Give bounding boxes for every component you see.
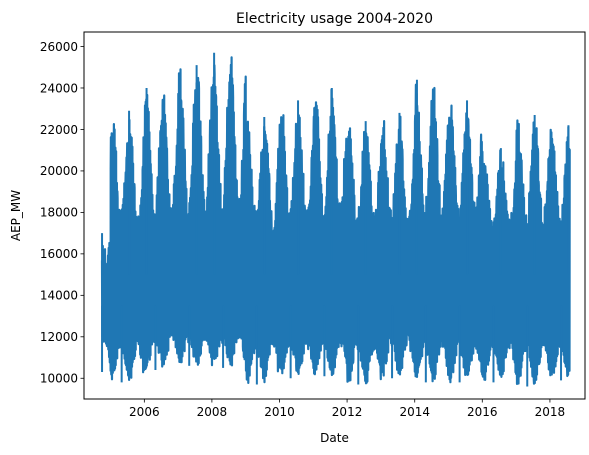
x-tick-label: 2016 <box>467 405 498 419</box>
x-axis: 2006 2008 2010 2012 2014 2016 2018 <box>129 399 565 419</box>
y-axis-label: AEP_MW <box>9 190 23 241</box>
y-tick-label: 12000 <box>40 330 78 344</box>
y-tick-label: 14000 <box>40 289 78 303</box>
x-tick-label: 2010 <box>264 405 295 419</box>
y-axis: 10000 12000 14000 16000 18000 20000 22000 24000… <box>40 40 84 386</box>
chart-title: Electricity usage 2004-2020 <box>236 11 433 27</box>
x-tick-label: 2018 <box>535 405 566 419</box>
y-tick-label: 22000 <box>40 123 78 137</box>
x-tick-label: 2014 <box>399 405 430 419</box>
plot-frame <box>83 31 586 400</box>
x-axis-label: Date <box>320 431 349 445</box>
series-layer <box>100 52 571 387</box>
y-tick-label: 16000 <box>40 247 78 261</box>
x-tick-label: 2012 <box>332 405 363 419</box>
x-tick-label: 2006 <box>129 405 160 419</box>
series-line-aep-mw <box>100 56 571 385</box>
x-tick-label: 2008 <box>197 405 228 419</box>
y-tick-label: 26000 <box>40 40 78 54</box>
y-tick-label: 24000 <box>40 81 78 95</box>
y-tick-label: 20000 <box>40 164 78 178</box>
y-tick-label: 18000 <box>40 206 78 220</box>
y-tick-label: 10000 <box>40 372 78 386</box>
